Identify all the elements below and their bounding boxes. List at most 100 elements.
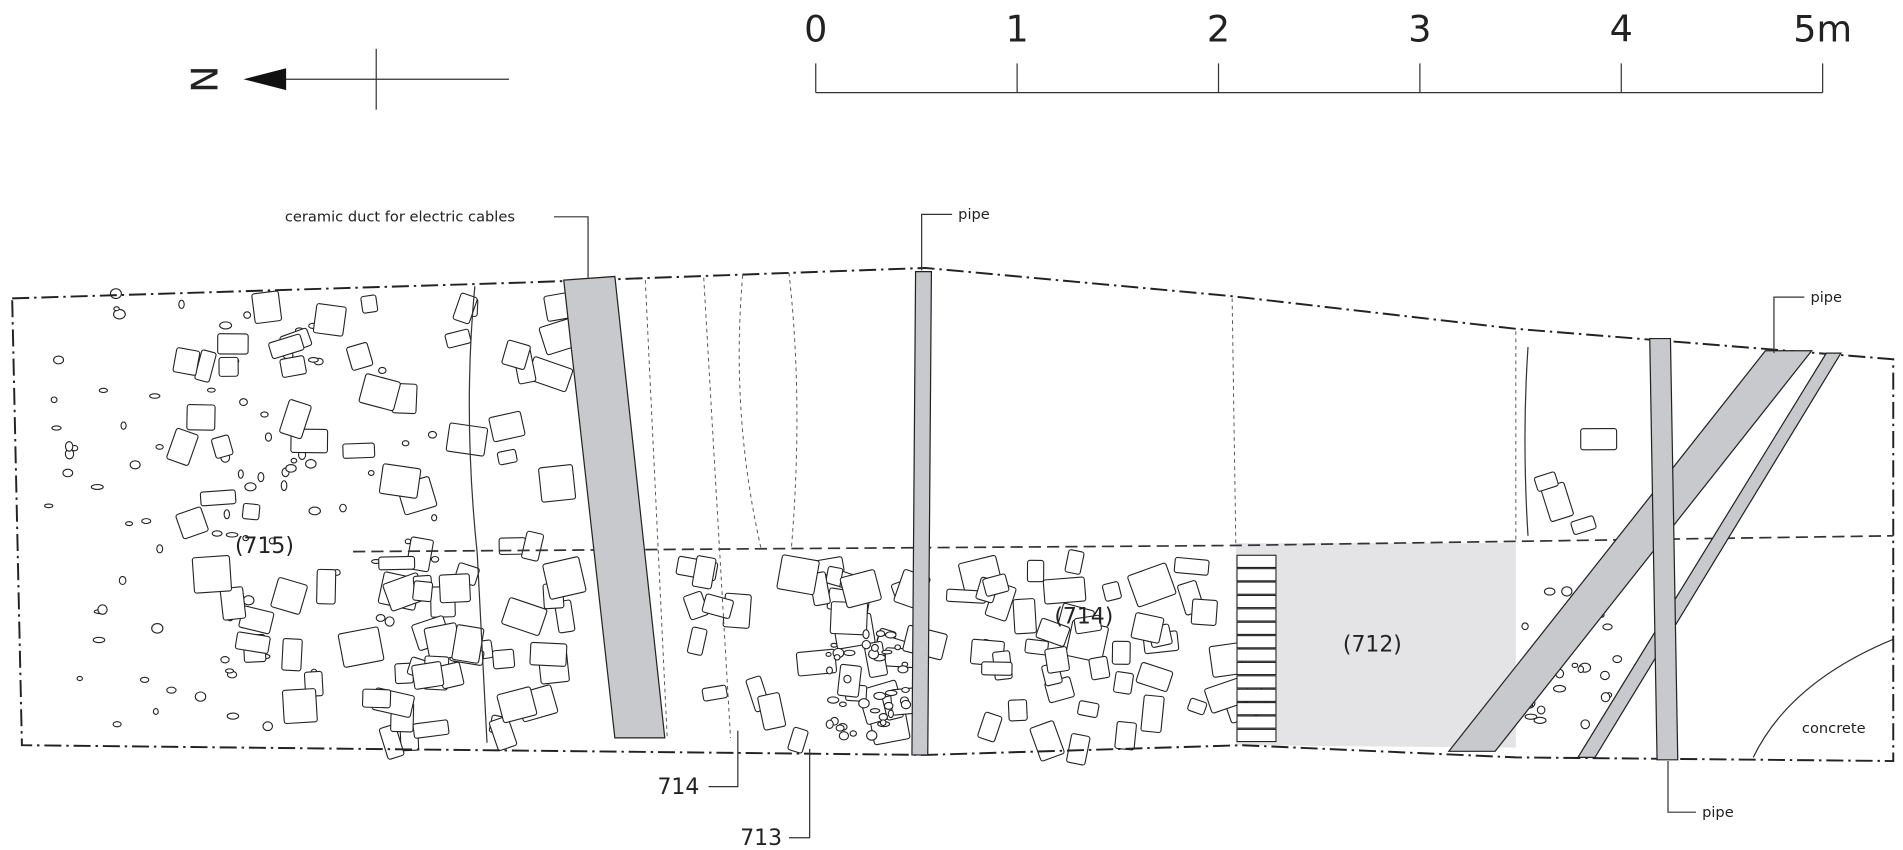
pebble (98, 387, 109, 394)
stone (217, 333, 249, 355)
stone (701, 684, 728, 702)
concrete-edge (1752, 638, 1894, 758)
brick (1236, 728, 1277, 743)
stone (488, 410, 526, 443)
leader (1773, 296, 1805, 354)
pebble (149, 393, 161, 399)
pebble (139, 676, 150, 683)
pebble (827, 696, 840, 704)
pebble (862, 629, 870, 640)
stone (412, 719, 450, 739)
pebble (384, 616, 395, 627)
context-label: (712) (1343, 632, 1402, 657)
pebble (866, 730, 878, 741)
stone (1044, 646, 1070, 674)
scale-bar: 0 1 2 3 4 5m (804, 7, 1852, 94)
pebble (141, 518, 152, 525)
pebble (883, 701, 894, 710)
pebble (1536, 705, 1546, 715)
pebble (220, 656, 230, 664)
pebble (113, 306, 120, 312)
pebble (50, 396, 58, 404)
north-label: N (183, 66, 226, 93)
pebble (875, 630, 886, 638)
brick (1236, 554, 1277, 568)
pebble (430, 555, 440, 563)
stone (501, 339, 531, 370)
pebble (124, 521, 134, 527)
pebble (224, 668, 235, 674)
pebble (223, 509, 231, 520)
pebble (129, 460, 141, 470)
stone (316, 568, 337, 605)
pebble (152, 708, 159, 715)
brick (1236, 568, 1277, 582)
stone (982, 573, 1010, 597)
stone (787, 726, 809, 754)
pebble (1561, 586, 1573, 597)
stone (1026, 559, 1045, 583)
brick (1236, 688, 1277, 702)
pebble (244, 482, 257, 492)
pebble (873, 691, 887, 700)
pebble (194, 691, 207, 702)
stone (281, 688, 318, 725)
stone (378, 724, 405, 760)
pebble (112, 721, 122, 728)
stone (1035, 617, 1071, 647)
stone (342, 442, 376, 459)
pebble (64, 441, 74, 452)
pebble (155, 444, 164, 450)
stone (172, 347, 201, 376)
stone (1073, 614, 1102, 635)
pipe (1649, 337, 1679, 761)
stone (361, 688, 392, 709)
stone (360, 294, 379, 314)
stone (445, 422, 489, 457)
stone (1140, 694, 1165, 734)
stone (498, 537, 527, 556)
pebble (219, 321, 233, 330)
pebble (156, 544, 164, 554)
brick (1236, 621, 1277, 635)
stone (977, 711, 1003, 743)
stone (1130, 612, 1165, 644)
leader (1667, 761, 1697, 813)
pebble (431, 514, 438, 522)
pebble (1553, 684, 1567, 693)
pebble (879, 719, 887, 727)
pebble (1533, 716, 1547, 724)
stone (279, 355, 307, 378)
label: pipe (1702, 804, 1734, 821)
stone (412, 580, 434, 603)
pebble (897, 665, 909, 674)
brick (1236, 635, 1277, 649)
pebble (237, 469, 244, 479)
stone (776, 554, 820, 596)
cut-lines (644, 272, 1517, 738)
pebble (307, 357, 319, 363)
brick (1236, 608, 1277, 622)
pebble (264, 432, 273, 442)
pebble (109, 288, 122, 300)
stone (281, 638, 303, 672)
stone (312, 303, 347, 337)
stone (337, 626, 385, 668)
brick (1236, 581, 1277, 595)
stone (1012, 598, 1037, 635)
pebble (833, 654, 841, 661)
label: concrete (1802, 720, 1866, 737)
stone (166, 427, 199, 466)
pebble (211, 530, 223, 537)
pebble (120, 421, 127, 430)
pebble (858, 698, 870, 709)
pebble (838, 731, 850, 741)
pebble (226, 712, 240, 720)
edge-lines (468, 286, 1529, 743)
pebble (1543, 587, 1556, 596)
context-label: (715) (235, 534, 294, 559)
stone (199, 489, 237, 507)
stone (1024, 638, 1049, 656)
pebble (1602, 623, 1613, 631)
